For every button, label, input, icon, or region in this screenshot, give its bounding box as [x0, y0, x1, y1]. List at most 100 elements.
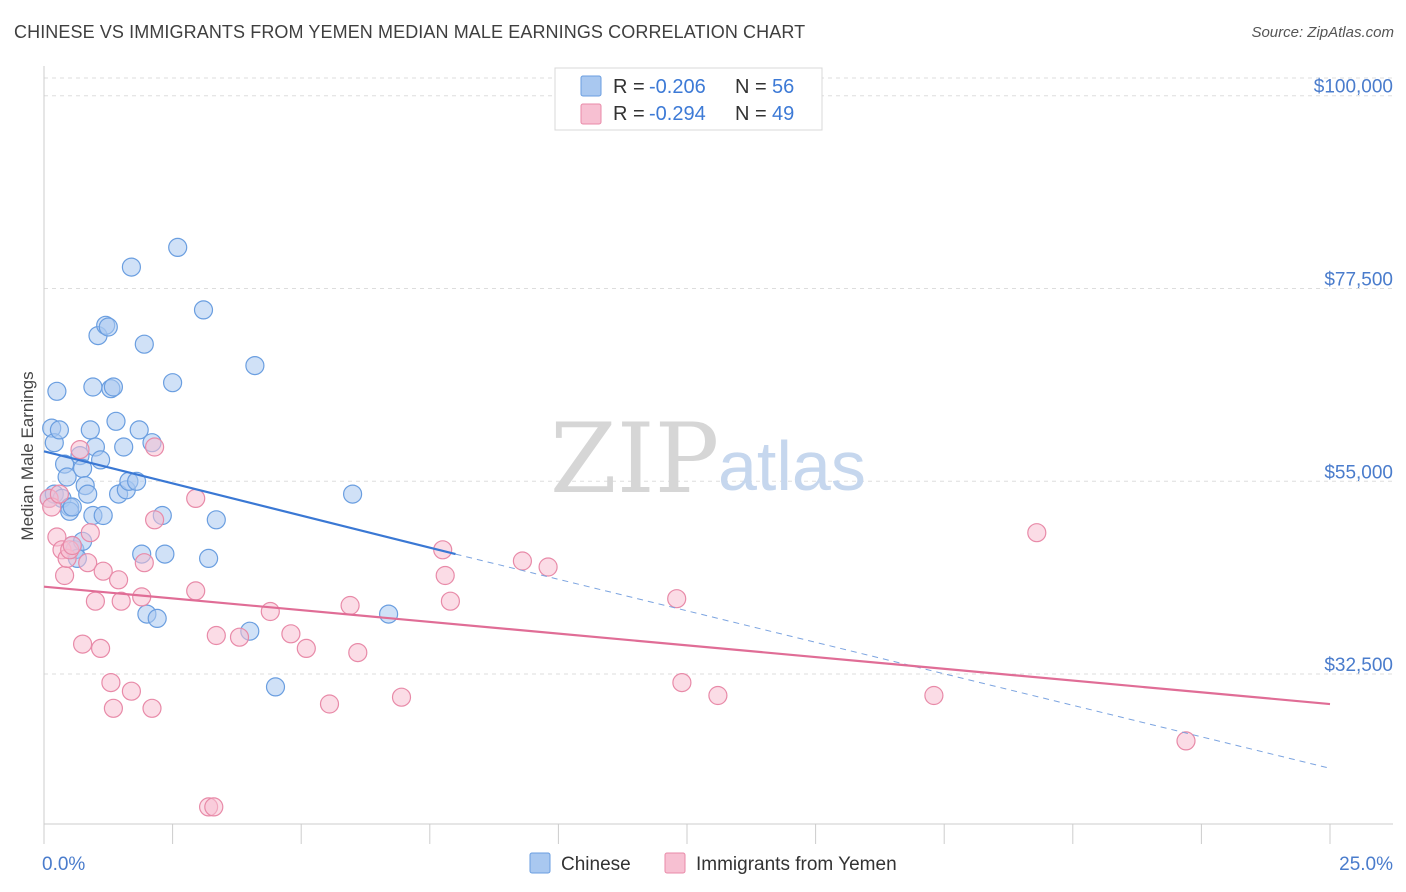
point-yemen [672, 672, 692, 693]
trend-line-yemen [43, 585, 1331, 706]
axes [43, 66, 1393, 844]
legend-swatch-chinese [580, 75, 602, 97]
point-yemen [708, 685, 728, 706]
legend-n-label-yemen: N = [735, 103, 767, 125]
y-tick-label: $100,000 [1314, 77, 1393, 98]
point-yemen [260, 601, 280, 622]
point-yemen [90, 638, 111, 659]
x-tick-label-min: 0.0% [42, 854, 85, 875]
point-chinese [129, 420, 149, 440]
point-yemen [204, 797, 224, 817]
point-yemen [186, 488, 206, 508]
point-yemen [435, 565, 455, 586]
source-label: Source: ZipAtlas.com [1251, 24, 1394, 41]
point-yemen [206, 625, 226, 646]
point-chinese [98, 317, 118, 337]
point-chinese [114, 437, 134, 457]
point-yemen [108, 570, 129, 590]
bottom-legend-label-yemen: Immigrants from Yemen [696, 854, 897, 875]
legend-swatch-yemen [580, 103, 602, 125]
point-yemen [145, 437, 165, 457]
point-yemen [340, 595, 360, 616]
point-yemen [319, 694, 340, 714]
legend-r-label-chinese: R = [613, 76, 645, 98]
y-tick-label: $32,500 [1324, 655, 1393, 676]
point-yemen [229, 627, 250, 647]
point-yemen [103, 698, 124, 718]
point-chinese [193, 300, 214, 320]
trend-lines [43, 450, 1331, 769]
legend: R = -0.206 N = 56 R = -0.294 N = 49 [554, 67, 823, 131]
point-yemen [440, 591, 460, 611]
point-chinese [155, 544, 175, 564]
point-chinese [127, 471, 147, 491]
point-yemen [85, 591, 106, 611]
trend-line-chinese-extension [455, 553, 1331, 769]
point-yemen [296, 638, 316, 659]
bottom-legend-swatch-yemen [664, 852, 686, 874]
point-chinese [49, 420, 70, 440]
point-chinese [83, 377, 103, 397]
legend-r-value-yemen: -0.294 [649, 103, 706, 125]
point-yemen [667, 589, 687, 609]
point-yemen [281, 624, 301, 644]
point-yemen [49, 484, 70, 504]
point-chinese [78, 484, 98, 504]
x-tick-label-max: 25.0% [1339, 854, 1393, 875]
legend-r-label-yemen: R = [613, 103, 645, 125]
point-yemen [111, 591, 131, 611]
point-chinese [134, 334, 154, 354]
bottom-legend: Chinese Immigrants from Yemen [529, 852, 897, 875]
legend-r-value-chinese: -0.206 [649, 76, 706, 98]
point-yemen [70, 440, 90, 460]
point-chinese [80, 420, 100, 440]
point-chinese [379, 604, 399, 624]
point-yemen [145, 510, 165, 530]
point-yemen [78, 553, 98, 573]
point-yemen [538, 557, 558, 577]
point-yemen [93, 561, 113, 581]
point-yemen [101, 672, 121, 693]
point-chinese [121, 257, 141, 277]
data-points [39, 237, 1196, 817]
point-yemen [80, 523, 100, 543]
y-tick-label: $77,500 [1324, 269, 1393, 290]
point-yemen [72, 634, 93, 654]
point-yemen [134, 553, 154, 573]
trend-line-chinese [43, 450, 456, 556]
point-chinese [57, 467, 77, 487]
point-yemen [348, 642, 368, 663]
point-yemen [121, 681, 141, 701]
point-yemen [391, 687, 412, 707]
point-chinese [106, 411, 126, 431]
y-tick-labels: $100,000 $77,500 $55,000 $32,500 [1314, 77, 1393, 676]
bottom-legend-swatch-chinese [529, 852, 551, 874]
point-chinese [103, 377, 124, 397]
legend-n-value-chinese: 56 [772, 76, 794, 98]
bottom-legend-label-chinese: Chinese [561, 854, 631, 875]
point-chinese [199, 548, 219, 569]
legend-n-label-chinese: N = [735, 76, 767, 98]
y-tick-label: $55,000 [1324, 462, 1393, 483]
point-yemen [1027, 523, 1047, 543]
watermark-zip: ZIP [550, 403, 719, 515]
point-chinese [265, 677, 286, 697]
point-yemen [1176, 731, 1196, 751]
point-chinese [245, 356, 265, 376]
point-chinese [206, 510, 226, 530]
watermark-atlas: atlas [718, 427, 866, 505]
y-axis-label: Median Male Earnings [18, 371, 37, 540]
point-chinese [147, 608, 167, 629]
point-yemen [924, 685, 944, 706]
watermark: ZIP atlas [550, 403, 866, 515]
point-chinese [62, 497, 82, 517]
chart-title: CHINESE VS IMMIGRANTS FROM YEMEN MEDIAN … [14, 22, 806, 42]
point-yemen [142, 698, 162, 718]
point-chinese [163, 373, 183, 393]
point-chinese [168, 237, 188, 257]
point-yemen [54, 565, 75, 586]
point-yemen [62, 535, 82, 556]
point-chinese [343, 484, 363, 504]
point-chinese [47, 381, 67, 401]
